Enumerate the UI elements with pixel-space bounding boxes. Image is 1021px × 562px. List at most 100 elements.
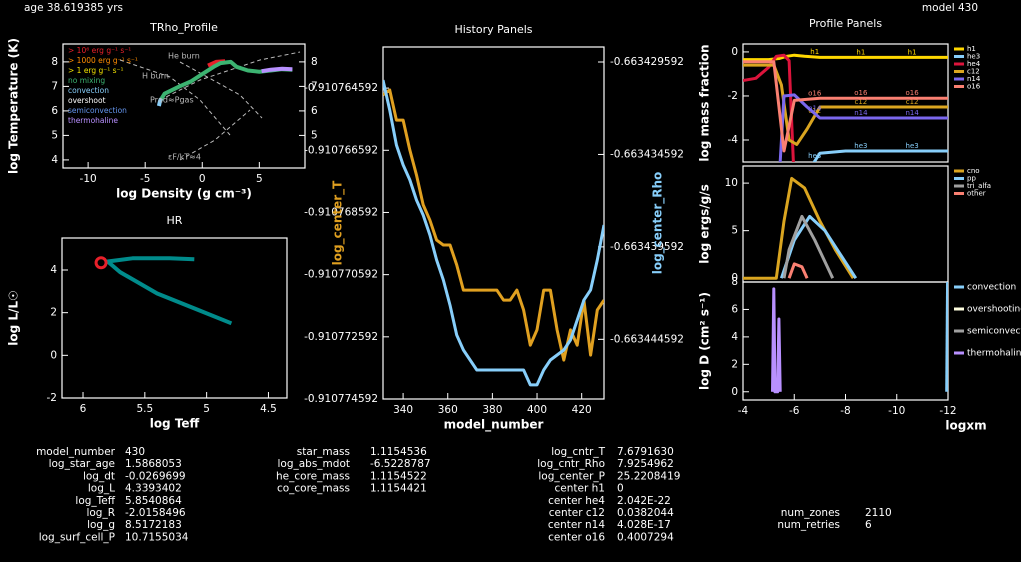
y2-tick-label: -0.663434592 xyxy=(610,148,684,160)
x-tick-label: 400 xyxy=(527,404,547,416)
series-line xyxy=(812,149,948,162)
annotation: Prad≈Pgas xyxy=(150,96,194,105)
stat-value: -2.0158496 xyxy=(125,507,186,519)
legend-label: cno xyxy=(967,167,980,175)
legend-label: no mixing xyxy=(68,76,105,85)
x-tick-label: 5.5 xyxy=(136,403,153,415)
y-tick-label: 10 xyxy=(725,177,738,189)
y-tick-label: 7 xyxy=(51,80,58,92)
y-tick-label: 2 xyxy=(731,358,738,370)
stat-value: 8.5172183 xyxy=(125,519,182,531)
stat-name: log_L xyxy=(88,483,115,495)
line-label: he3 xyxy=(854,142,867,150)
y2-tick-label: 8 xyxy=(311,56,318,68)
y-tick-label: 0 xyxy=(50,349,57,361)
y-tick-label: 6 xyxy=(51,105,58,117)
stat-value: 6 xyxy=(865,519,872,531)
y-tick-label: -0.910766592 xyxy=(304,144,378,156)
stat-name: model_number xyxy=(36,446,116,458)
y-tick-label: -0.910772592 xyxy=(304,331,378,343)
line-label: h1 xyxy=(856,48,865,56)
stat-name: center h1 xyxy=(555,483,605,495)
series-line xyxy=(383,88,604,362)
stat-value: 10.7155034 xyxy=(125,531,189,543)
stat-value: 25.2208419 xyxy=(617,470,680,482)
plot-frame xyxy=(382,46,605,400)
stat-value: 4.3393402 xyxy=(125,483,182,495)
legend-label: h1 xyxy=(967,45,976,53)
line-label: h1 xyxy=(810,48,819,56)
y-tick-label: 4 xyxy=(731,331,738,343)
legend-label: semiconvection xyxy=(68,106,127,115)
stat-value: 4.028E-17 xyxy=(617,519,671,531)
legend-label: > 10⁶ erg g⁻¹ s⁻¹ xyxy=(68,46,131,55)
series-line xyxy=(787,262,809,279)
stat-value: -6.5228787 xyxy=(370,458,431,470)
line-label: o16 xyxy=(808,90,822,98)
series-line xyxy=(782,214,835,279)
series-line xyxy=(778,93,948,162)
y2-tick-label: -0.663429592 xyxy=(610,56,684,68)
line-label: h1 xyxy=(908,48,917,56)
y-tick-label: 5 xyxy=(51,129,58,141)
stat-name: center he4 xyxy=(548,495,605,507)
x-tick-label: -8 xyxy=(840,405,850,417)
y2-tick-label: 6 xyxy=(311,105,318,117)
stat-name: center n14 xyxy=(548,519,605,531)
y2-tick-label: 5 xyxy=(311,129,318,141)
series-line xyxy=(945,282,948,392)
y-axis-label: log mass fraction xyxy=(698,44,712,161)
y-tick-label: 8 xyxy=(51,56,58,68)
y-tick-label: -2 xyxy=(47,392,57,404)
stat-name: log_surf_cell_P xyxy=(39,531,115,543)
plot-frame xyxy=(61,237,288,399)
stat-name: he_core_mass xyxy=(276,470,350,482)
y-tick-label: 8 xyxy=(731,276,738,288)
line-label: n14 xyxy=(808,105,822,113)
legend-label: thermohaline xyxy=(68,116,118,125)
y2-tick-label: -0.663439592 xyxy=(610,241,684,253)
reference-lines xyxy=(119,51,301,161)
y-tick-label: -0.910774592 xyxy=(304,393,378,405)
series-line xyxy=(743,60,948,153)
y-tick-label: 0 xyxy=(731,272,738,284)
x-tick-label: -10 xyxy=(888,405,905,417)
y-tick-label: 2 xyxy=(50,307,57,319)
line-label: c12 xyxy=(906,98,919,106)
y-tick-label: -0.910764592 xyxy=(304,82,378,94)
stat-value: 7.9254962 xyxy=(617,458,674,470)
legend-label: thermohaline xyxy=(967,349,1021,359)
y-tick-label: -0.910768592 xyxy=(304,206,378,218)
stat-name: log_abs_mdot xyxy=(277,458,350,470)
stat-value: 0.0382044 xyxy=(617,507,674,519)
y-tick-label: 0 xyxy=(731,386,738,398)
stat-value: 430 xyxy=(125,446,145,458)
x-tick-label: 6 xyxy=(80,403,87,415)
stat-value: 1.1154522 xyxy=(370,470,427,482)
legend-label: overshooting xyxy=(967,305,1021,315)
legend-label: semiconvection xyxy=(967,327,1021,337)
legend-label: pp xyxy=(967,175,976,183)
current-marker xyxy=(94,256,108,270)
x-tick-label: -4 xyxy=(738,405,749,417)
stat-value: 5.8540864 xyxy=(125,495,182,507)
series-line xyxy=(156,97,164,107)
x-tick-label: 5 xyxy=(203,403,210,415)
legend-label: he4 xyxy=(967,60,981,68)
x-axis-label: logxm xyxy=(945,419,986,433)
age-label: age 38.619385 yrs xyxy=(24,2,123,14)
y2-tick-label: 7 xyxy=(311,80,318,92)
x-tick-label: 380 xyxy=(482,404,502,416)
x-tick-label: 420 xyxy=(572,404,592,416)
line-label: o16 xyxy=(906,89,920,97)
stat-name: center c12 xyxy=(549,507,605,519)
line-label: n14 xyxy=(905,109,919,117)
stat-name: num_retries xyxy=(777,519,840,531)
series-line xyxy=(743,53,948,62)
x-tick-label: -5 xyxy=(140,173,150,185)
legend-label: o16 xyxy=(967,83,981,91)
x-tick-label: -6 xyxy=(789,405,800,417)
legend-label: convection xyxy=(68,86,109,95)
